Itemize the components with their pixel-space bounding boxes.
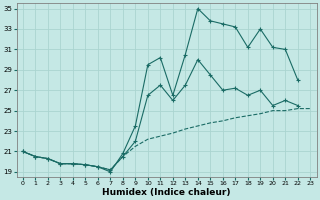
X-axis label: Humidex (Indice chaleur): Humidex (Indice chaleur) <box>102 188 231 197</box>
